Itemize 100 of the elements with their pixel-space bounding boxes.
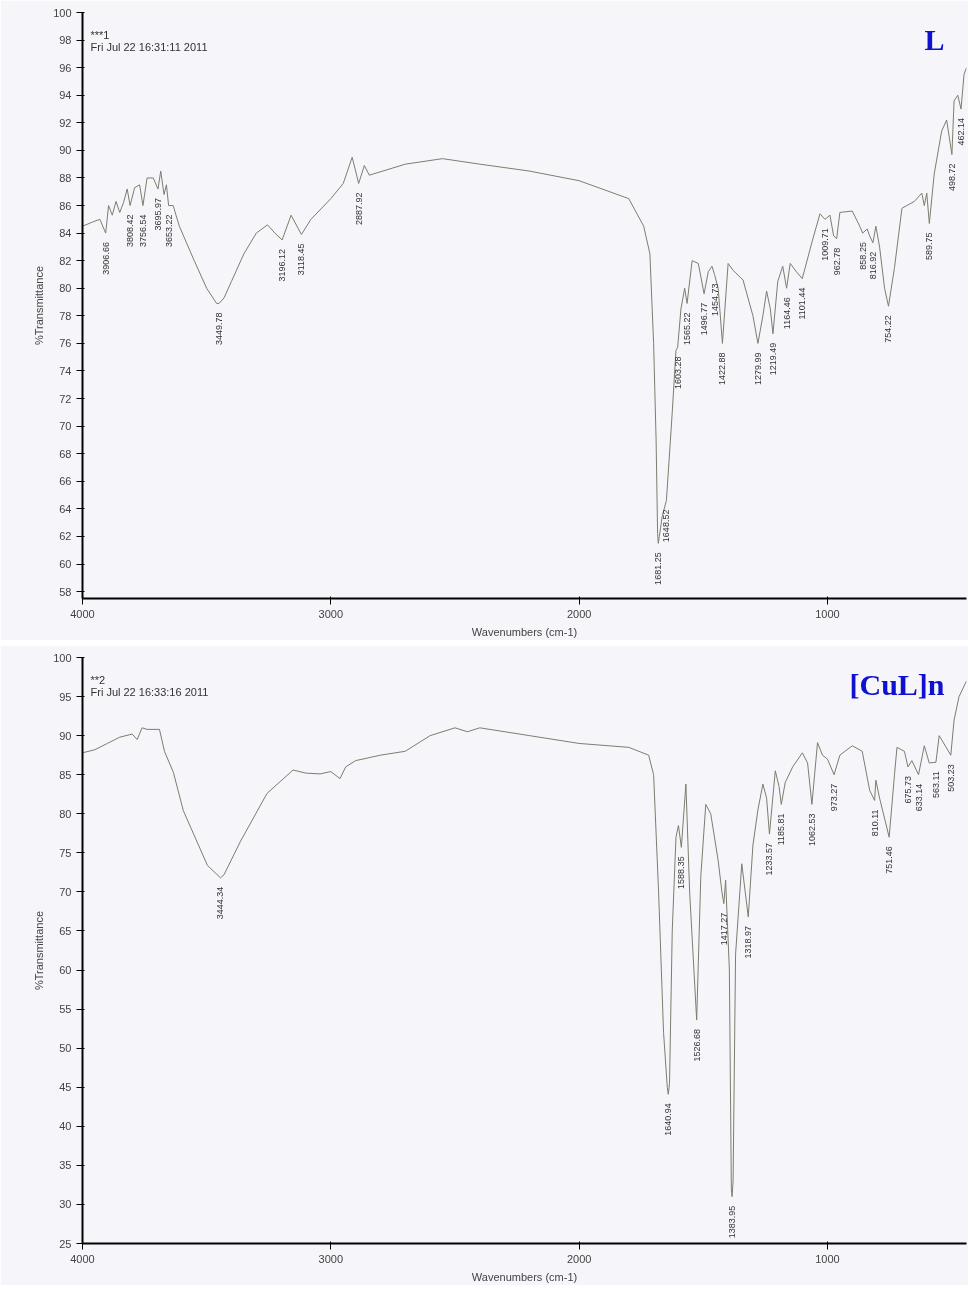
annotation: 816.92 [867, 251, 878, 280]
annotation: Fri Jul 22 16:33:16 2011 [90, 685, 209, 698]
y-tick-label: 60 [59, 964, 72, 977]
y-tick-label: 80 [59, 807, 72, 820]
annotation: 1009.71 [820, 228, 831, 261]
annotation: 754.22 [883, 315, 894, 343]
annotation: 1454.73 [709, 283, 720, 317]
annotation: 1185.81 [776, 813, 787, 846]
annotation: 498.72 [946, 163, 957, 192]
y-tick-label: 58 [59, 585, 72, 598]
y-tick-label: 66 [59, 475, 72, 488]
annotation: 1648.52 [661, 509, 672, 543]
annotation: 3653.22 [163, 214, 174, 248]
annotation: 1383.95 [727, 1205, 738, 1239]
annotation: 633.14 [913, 783, 924, 812]
y-tick-label: 82 [59, 254, 72, 267]
annotation: 1496.77 [699, 302, 710, 336]
annotation: 3906.66 [100, 242, 111, 275]
annotation: **2 [90, 673, 106, 686]
annotation: 675.73 [902, 775, 913, 804]
y-tick-label: 70 [59, 420, 72, 433]
annotation: 1603.28 [672, 356, 683, 390]
annotation: 3449.78 [214, 312, 225, 345]
y-tick-label: 98 [59, 34, 72, 47]
annotation: 962.78 [831, 247, 842, 276]
x-tick-label: 2000 [566, 1252, 592, 1265]
y-tick-label: 86 [59, 199, 72, 212]
y-tick-label: 45 [59, 1081, 72, 1094]
annotation: 1526.68 [691, 1029, 702, 1062]
annotation: 1318.97 [743, 925, 754, 959]
y-tick-label: 70 [59, 885, 72, 898]
x-tick-label: 3000 [318, 607, 344, 620]
annotation: 1417.27 [718, 912, 729, 946]
x-tick-label: 1000 [815, 607, 840, 620]
y-tick-label: 90 [59, 144, 72, 157]
y-tick-label: 100 [53, 6, 72, 19]
y-tick-label: 75 [59, 846, 72, 859]
annotation: 858.25 [857, 242, 868, 270]
annotation: 1233.57 [764, 843, 775, 876]
annotation: 751.46 [884, 846, 895, 874]
x-tick-label: 4000 [70, 1252, 95, 1265]
y-tick-label: 94 [59, 89, 72, 102]
annotation: 3695.97 [153, 197, 163, 231]
annotation: 503.23 [945, 764, 956, 792]
annotation: 589.75 [924, 232, 935, 260]
y-tick-label: 80 [59, 282, 72, 295]
annotation: 2887.92 [353, 192, 364, 226]
y-tick-label: 74 [59, 364, 72, 377]
y-tick-label: 25 [59, 1237, 72, 1250]
y-tick-label: 68 [59, 447, 72, 460]
annotation: 1164.46 [781, 297, 792, 330]
y-tick-label: 62 [59, 530, 72, 543]
y-tick-label: 30 [59, 1198, 72, 1211]
annotation: 1565.22 [682, 312, 693, 345]
annotation: 973.27 [829, 783, 840, 812]
y-tick-label: 55 [59, 1003, 72, 1016]
annotation: 3756.54 [137, 214, 148, 248]
annotation: ***1 [90, 28, 110, 41]
annotation: 810.11 [869, 809, 880, 837]
line-series [82, 67, 967, 544]
annotation: 1588.35 [676, 856, 687, 889]
y-tick-label: 72 [59, 392, 72, 405]
y-tick-label: 60 [59, 558, 72, 571]
y-axis-title: %Transmittance [33, 910, 46, 991]
y-tick-label: 65 [59, 924, 72, 937]
y-axis-title: %Transmittance [33, 265, 46, 346]
annotation: 1101.44 [797, 287, 808, 320]
y-tick-label: 95 [59, 690, 72, 703]
y-tick-label: 78 [59, 309, 72, 322]
annotation: 1681.25 [653, 552, 664, 585]
y-tick-label: 96 [59, 61, 72, 74]
annotation: 563.11 [930, 771, 941, 799]
x-tick-label: 3000 [318, 1252, 344, 1265]
annotation: 1422.88 [717, 352, 728, 385]
y-tick-label: 92 [59, 116, 72, 129]
y-tick-label: 85 [59, 768, 72, 781]
annotation: Fri Jul 22 16:31:11 2011 [90, 40, 208, 53]
y-tick-label: 76 [59, 337, 72, 350]
annotation: 3444.34 [215, 886, 226, 920]
x-axis-title: Wavenumbers (cm-1) [471, 1270, 578, 1283]
annotation: 1062.53 [806, 813, 817, 846]
annotation: 462.14 [956, 118, 966, 146]
annotation: 1279.99 [752, 352, 763, 385]
x-tick-label: 2000 [566, 607, 592, 620]
annotation: 3808.42 [125, 214, 136, 248]
annotation: 3118.45 [296, 243, 307, 276]
x-tick-label: 4000 [70, 607, 95, 620]
y-tick-label: 84 [59, 227, 72, 240]
annotation: 3196.12 [277, 248, 288, 282]
y-tick-label: 88 [59, 171, 72, 184]
chart-title: L [924, 22, 945, 56]
annotation: 1640.94 [663, 1103, 674, 1136]
y-tick-label: 35 [59, 1159, 72, 1172]
annotation: 1219.49 [767, 342, 778, 376]
x-tick-label: 1000 [815, 1252, 840, 1265]
y-tick-label: 90 [59, 729, 72, 742]
y-tick-label: 64 [59, 502, 72, 515]
y-tick-label: 50 [59, 1042, 72, 1055]
y-tick-label: 40 [59, 1120, 72, 1133]
x-axis-title: Wavenumbers (cm-1) [471, 625, 578, 638]
